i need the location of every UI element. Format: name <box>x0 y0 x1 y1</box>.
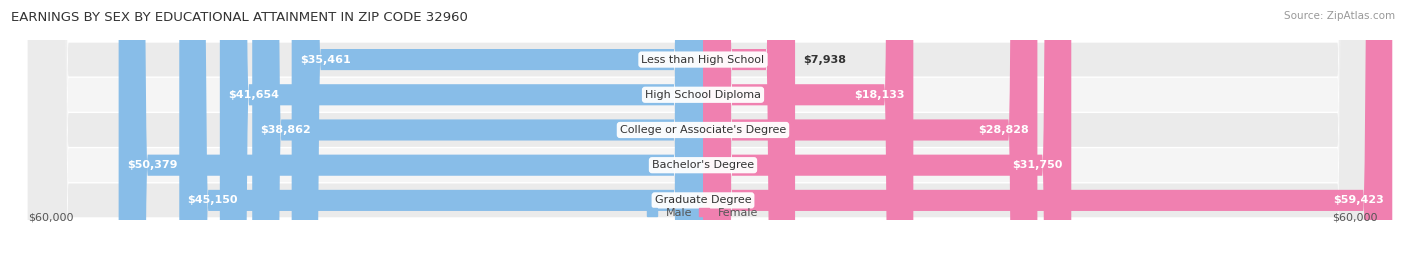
Legend: Male, Female: Male, Female <box>647 207 759 218</box>
Text: $7,938: $7,938 <box>803 55 846 65</box>
FancyBboxPatch shape <box>118 0 703 268</box>
Text: High School Diploma: High School Diploma <box>645 90 761 100</box>
FancyBboxPatch shape <box>703 0 1071 268</box>
Text: Bachelor's Degree: Bachelor's Degree <box>652 160 754 170</box>
Text: $41,654: $41,654 <box>228 90 280 100</box>
Text: $50,379: $50,379 <box>127 160 177 170</box>
Text: $60,000: $60,000 <box>28 213 73 223</box>
Text: $28,828: $28,828 <box>979 125 1029 135</box>
FancyBboxPatch shape <box>28 0 1378 268</box>
Text: College or Associate's Degree: College or Associate's Degree <box>620 125 786 135</box>
Text: EARNINGS BY SEX BY EDUCATIONAL ATTAINMENT IN ZIP CODE 32960: EARNINGS BY SEX BY EDUCATIONAL ATTAINMEN… <box>11 11 468 24</box>
FancyBboxPatch shape <box>291 0 703 268</box>
FancyBboxPatch shape <box>703 0 914 268</box>
FancyBboxPatch shape <box>703 0 794 268</box>
Text: $45,150: $45,150 <box>187 195 238 205</box>
FancyBboxPatch shape <box>180 0 703 268</box>
Text: Source: ZipAtlas.com: Source: ZipAtlas.com <box>1284 11 1395 21</box>
Text: Less than High School: Less than High School <box>641 55 765 65</box>
Text: $60,000: $60,000 <box>1333 213 1378 223</box>
FancyBboxPatch shape <box>28 0 1378 268</box>
FancyBboxPatch shape <box>703 0 1392 268</box>
FancyBboxPatch shape <box>28 0 1378 268</box>
FancyBboxPatch shape <box>252 0 703 268</box>
Text: $31,750: $31,750 <box>1012 160 1063 170</box>
Text: Graduate Degree: Graduate Degree <box>655 195 751 205</box>
Text: $38,862: $38,862 <box>260 125 311 135</box>
Text: $59,423: $59,423 <box>1333 195 1384 205</box>
FancyBboxPatch shape <box>219 0 703 268</box>
FancyBboxPatch shape <box>703 0 1038 268</box>
Text: $18,133: $18,133 <box>855 90 905 100</box>
FancyBboxPatch shape <box>28 0 1378 268</box>
Text: $35,461: $35,461 <box>299 55 350 65</box>
FancyBboxPatch shape <box>28 0 1378 268</box>
